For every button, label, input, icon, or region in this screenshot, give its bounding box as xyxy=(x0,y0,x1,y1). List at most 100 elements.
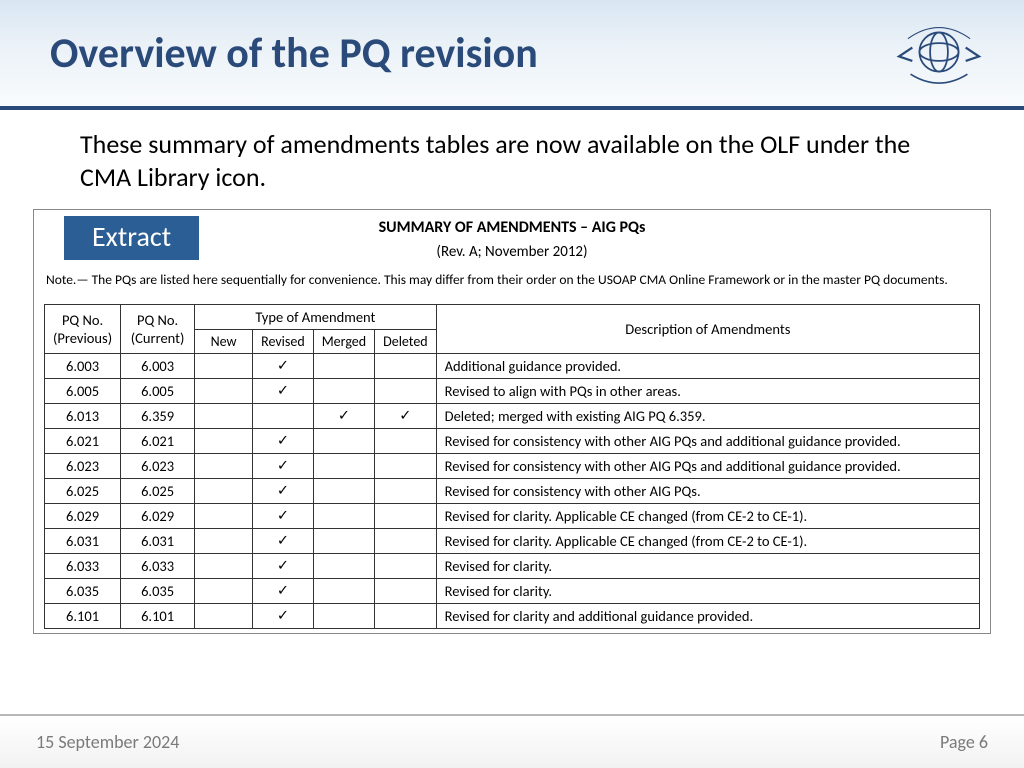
table-cell: Revised for consistency with other AIG P… xyxy=(436,479,979,504)
table-cell xyxy=(375,454,437,479)
table-cell: ✓ xyxy=(253,554,314,579)
table-cell: Revised for clarity and additional guida… xyxy=(436,604,979,629)
table-cell xyxy=(313,504,374,529)
table-cell xyxy=(195,604,253,629)
table-cell xyxy=(313,479,374,504)
table-row: 6.0036.003 ✓ Additional guidance provided. xyxy=(45,354,980,379)
table-cell xyxy=(375,429,437,454)
table-cell: ✓ xyxy=(253,579,314,604)
table-cell: 6.035 xyxy=(121,579,195,604)
slide-body: These summary of amendments tables are n… xyxy=(0,110,1024,714)
table-cell: 6.025 xyxy=(121,479,195,504)
table-cell: 6.031 xyxy=(121,529,195,554)
table-cell: 6.023 xyxy=(121,454,195,479)
table-cell: 6.035 xyxy=(45,579,121,604)
extract-badge: Extract xyxy=(64,216,199,260)
table-cell: 6.101 xyxy=(121,604,195,629)
table-cell xyxy=(195,529,253,554)
table-cell: ✓ xyxy=(253,429,314,454)
amendments-table: PQ No. (Previous) PQ No. (Current) Type … xyxy=(44,304,980,629)
col-merged: Merged xyxy=(313,330,374,354)
slide-header: Overview of the PQ revision xyxy=(0,0,1024,110)
col-revised: Revised xyxy=(253,330,314,354)
table-cell xyxy=(375,354,437,379)
table-cell: ✓ xyxy=(313,404,374,429)
table-cell xyxy=(253,404,314,429)
footer-page: Page 6 xyxy=(940,731,988,753)
table-cell: 6.005 xyxy=(45,379,121,404)
table-cell xyxy=(313,379,374,404)
table-cell: ✓ xyxy=(253,504,314,529)
table-row: 6.0356.035 ✓ Revised for clarity. xyxy=(45,579,980,604)
table-cell: 6.029 xyxy=(121,504,195,529)
table-cell xyxy=(375,529,437,554)
table-cell: Deleted; merged with existing AIG PQ 6.3… xyxy=(436,404,979,429)
icao-logo-icon xyxy=(894,12,984,92)
table-cell: ✓ xyxy=(253,604,314,629)
table-cell xyxy=(195,504,253,529)
footer-date: 15 September 2024 xyxy=(36,731,179,753)
col-pq-previous: PQ No. (Previous) xyxy=(45,305,121,354)
table-cell xyxy=(313,454,374,479)
table-cell xyxy=(375,554,437,579)
col-description: Description of Amendments xyxy=(436,305,979,354)
table-cell: 6.003 xyxy=(45,354,121,379)
table-cell: Additional guidance provided. xyxy=(436,354,979,379)
table-cell: 6.033 xyxy=(121,554,195,579)
table-cell xyxy=(313,554,374,579)
table-cell xyxy=(195,454,253,479)
table-cell: 6.029 xyxy=(45,504,121,529)
table-row: 6.0136.359✓✓Deleted; merged with existin… xyxy=(45,404,980,429)
table-cell: ✓ xyxy=(253,479,314,504)
slide-title: Overview of the PQ revision xyxy=(50,28,538,79)
table-cell: Revised to align with PQs in other areas… xyxy=(436,379,979,404)
table-cell xyxy=(313,579,374,604)
table-cell xyxy=(195,379,253,404)
table-cell xyxy=(195,554,253,579)
table-cell: 6.005 xyxy=(121,379,195,404)
table-cell: 6.359 xyxy=(121,404,195,429)
table-cell: ✓ xyxy=(375,404,437,429)
table-row: 6.0056.005 ✓ Revised to align with PQs in … xyxy=(45,379,980,404)
table-cell: Revised for consistency with other AIG P… xyxy=(436,454,979,479)
table-row: 6.0256.025 ✓ Revised for consistency with … xyxy=(45,479,980,504)
table-cell: ✓ xyxy=(253,379,314,404)
table-cell xyxy=(195,479,253,504)
table-cell: Revised for clarity. Applicable CE chang… xyxy=(436,529,979,554)
table-cell: Revised for consistency with other AIG P… xyxy=(436,429,979,454)
table-cell: 6.033 xyxy=(45,554,121,579)
table-cell: 6.003 xyxy=(121,354,195,379)
table-cell: Revised for clarity. xyxy=(436,579,979,604)
col-new: New xyxy=(195,330,253,354)
table-cell: Revised for clarity. xyxy=(436,554,979,579)
table-row: 6.0336.033 ✓ Revised for clarity. xyxy=(45,554,980,579)
table-cell xyxy=(195,579,253,604)
table-cell: 6.031 xyxy=(45,529,121,554)
slide-footer: 15 September 2024 Page 6 xyxy=(0,714,1024,768)
table-row: 6.0296.029 ✓ Revised for clarity. Applicab… xyxy=(45,504,980,529)
table-cell: 6.013 xyxy=(45,404,121,429)
table-cell: 6.101 xyxy=(45,604,121,629)
table-cell xyxy=(313,354,374,379)
table-cell xyxy=(313,429,374,454)
table-cell: ✓ xyxy=(253,454,314,479)
table-row: 6.0316.031✓Revised for clarity. Applicab… xyxy=(45,529,980,554)
table-cell xyxy=(195,404,253,429)
col-pq-current: PQ No. (Current) xyxy=(121,305,195,354)
slide: Overview of the PQ revision These summar… xyxy=(0,0,1024,768)
table-cell: ✓ xyxy=(253,354,314,379)
intro-text: These summary of amendments tables are n… xyxy=(30,128,994,203)
col-deleted: Deleted xyxy=(375,330,437,354)
table-cell: 6.025 xyxy=(45,479,121,504)
document-extract-frame: Extract SUMMARY OF AMENDMENTS – AIG PQs … xyxy=(33,209,991,634)
table-cell xyxy=(313,529,374,554)
table-cell xyxy=(375,504,437,529)
table-row: 6.0216.021✓Revised for consistency with … xyxy=(45,429,980,454)
col-type-group: Type of Amendment xyxy=(195,305,437,330)
table-row: 6.0236.023✓Revised for consistency with … xyxy=(45,454,980,479)
table-cell xyxy=(375,479,437,504)
doc-note: Note.— The PQs are listed here sequentia… xyxy=(46,271,978,288)
table-cell xyxy=(195,429,253,454)
table-cell xyxy=(375,379,437,404)
table-cell: Revised for clarity. Applicable CE chang… xyxy=(436,504,979,529)
